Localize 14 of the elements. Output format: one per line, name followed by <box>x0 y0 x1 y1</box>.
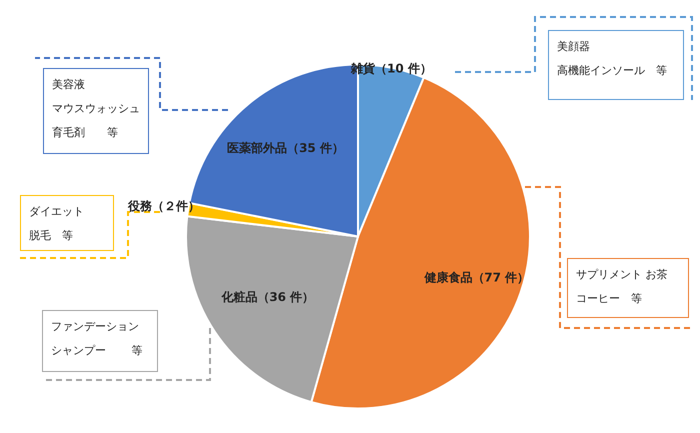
slice-label: 健康食品（77 件） <box>423 270 530 285</box>
text: マウスウォッシュ <box>52 101 140 117</box>
text: サプリメント お茶 <box>576 267 668 283</box>
text: 美顔器 <box>557 39 591 55</box>
slice-label: 医薬部外品（35 件） <box>227 141 344 156</box>
text: 育毛剤 等 <box>52 125 119 141</box>
text: 美容液 <box>52 77 86 93</box>
text: 高機能インソール 等 <box>557 63 668 79</box>
text: ファンデーション <box>51 319 140 335</box>
text: 脱毛 等 <box>29 228 74 244</box>
text: コーヒー 等 <box>576 291 643 307</box>
text: シャンプー 等 <box>51 343 144 359</box>
text: ダイエット <box>29 204 85 220</box>
slice-label: 化粧品（36 件） <box>220 290 314 304</box>
